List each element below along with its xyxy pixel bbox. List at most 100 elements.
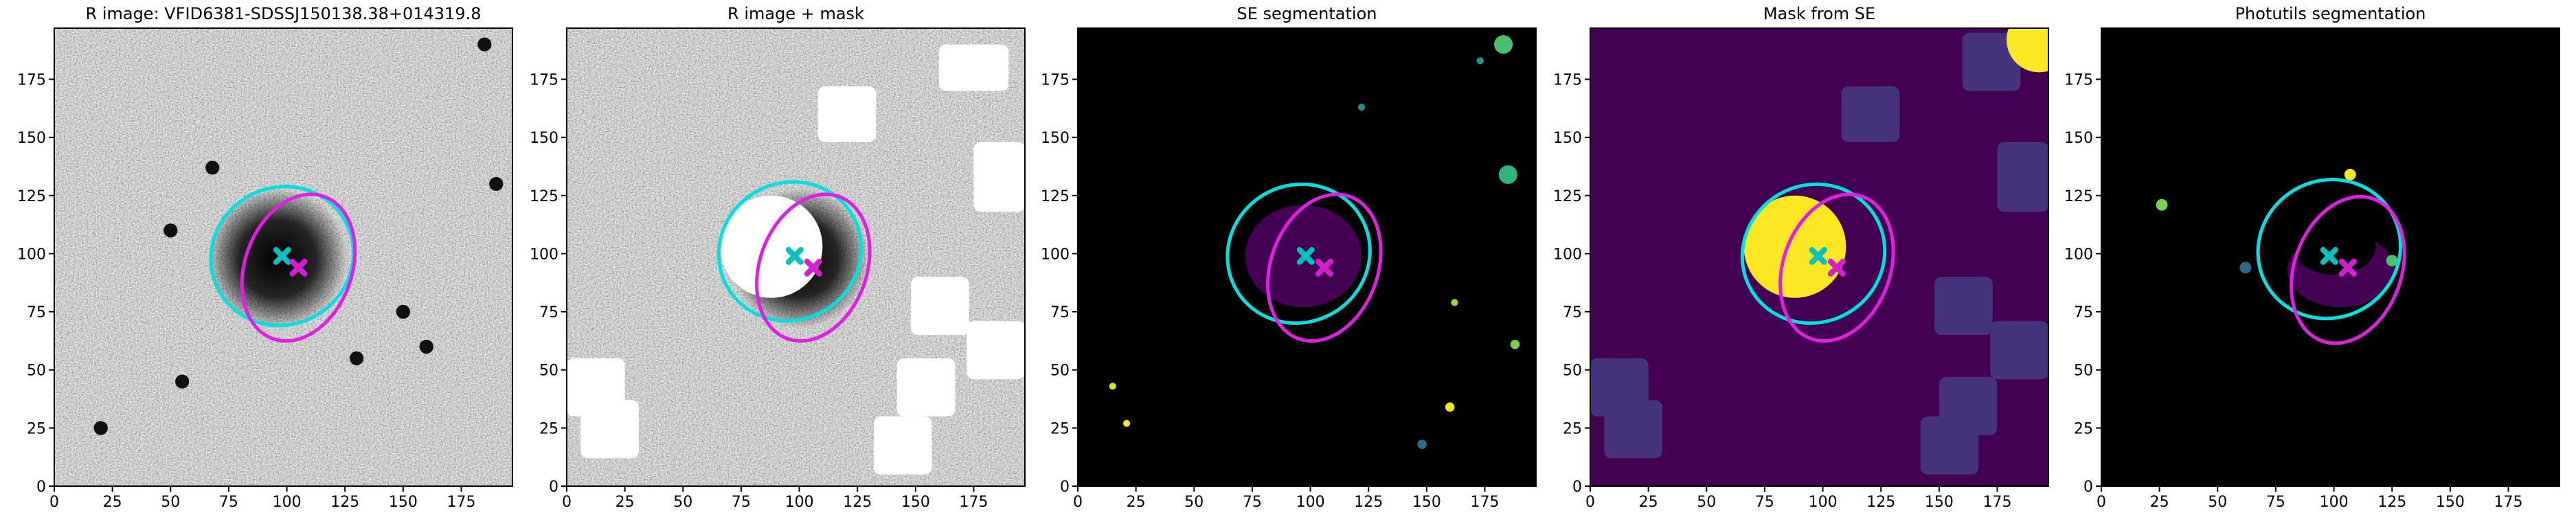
star: [163, 223, 178, 238]
y-tick-label: 75: [539, 304, 558, 321]
x-tick-label: 25: [103, 494, 122, 511]
y-tick-label: 0: [2083, 479, 2093, 496]
x-tick-label: 100: [1296, 494, 1325, 511]
star: [419, 339, 433, 354]
y-tick-label: 175: [1041, 71, 1070, 89]
y-tick-label: 175: [17, 71, 46, 89]
x-tick-label: 125: [843, 494, 872, 511]
y-tick-label: 0: [1572, 479, 1582, 496]
x-tick-label: 50: [673, 494, 692, 511]
y-tick-label: 150: [1553, 130, 1582, 147]
star: [205, 160, 220, 175]
overlay: [209, 185, 357, 343]
axes-frame: [2101, 27, 2560, 487]
overlay: [2256, 177, 2406, 345]
y-tick-label: 0: [1060, 479, 1070, 496]
y-tick-label: 100: [1553, 246, 1582, 263]
panel-title: SE segmentation: [1237, 4, 1377, 23]
y-tick-label: 25: [1050, 420, 1070, 437]
x-tick-label: 75: [732, 494, 751, 511]
y-tick-label: 25: [539, 420, 558, 437]
ellipse: [2290, 194, 2406, 345]
segment: [2386, 255, 2398, 267]
ellipse: [1225, 182, 1372, 325]
y-tick-label: 175: [2064, 71, 2093, 89]
y-tick-label: 75: [27, 304, 46, 321]
segment: [1445, 402, 1455, 412]
x-tick-label: 150: [1412, 494, 1441, 511]
y-tick-label: 75: [1563, 304, 1582, 321]
y-tick-label: 100: [1041, 246, 1070, 263]
marker: [804, 258, 822, 277]
x-tick-label: 125: [1866, 494, 1895, 511]
x-tick-label: 0: [49, 494, 59, 511]
overlay: [1225, 182, 1383, 343]
ellipse: [209, 185, 356, 328]
panel-title: R image: VFID6381-SDSSJ150138.38+014319.…: [86, 4, 482, 23]
y-tick-label: 175: [1553, 71, 1582, 89]
y-tick-label: 75: [1050, 304, 1070, 321]
mask-region: [911, 277, 969, 335]
panel-title: Photutils segmentation: [2235, 4, 2426, 23]
marker: [1809, 247, 1827, 265]
axes-frame: [1590, 27, 2049, 487]
segment: [2239, 262, 2252, 274]
segment: [1498, 165, 1517, 184]
x-tick-label: 175: [1471, 494, 1500, 511]
y-tick-label: 25: [1563, 420, 1582, 437]
mask-region: [1841, 86, 1900, 142]
panel: R image: VFID6381-SDSSJ150138.38+014319.…: [17, 4, 513, 511]
mask-region: [2007, 28, 2048, 73]
segment: [1476, 57, 1484, 65]
x-tick-label: 175: [2494, 494, 2523, 511]
mask-region: [1939, 376, 1998, 435]
image: [1590, 28, 2048, 486]
x-tick-label: 0: [1585, 494, 1595, 511]
ellipse: [1740, 182, 1887, 325]
x-tick-label: 175: [447, 494, 476, 511]
x-tick-label: 0: [2097, 494, 2106, 511]
x-tick-label: 100: [785, 494, 814, 511]
marker: [2338, 258, 2357, 277]
x-tick-label: 75: [2266, 494, 2285, 511]
x-tick-label: 25: [1639, 494, 1658, 511]
mask-region: [938, 44, 1009, 91]
x-tick-label: 25: [615, 494, 635, 511]
y-tick-label: 0: [549, 479, 558, 496]
mask-region: [967, 321, 1025, 380]
image: [2101, 28, 2560, 486]
marker: [2320, 247, 2338, 265]
y-tick-label: 50: [1563, 363, 1582, 380]
marker: [1827, 258, 1846, 277]
mask-region: [580, 400, 639, 459]
overlay: [1740, 182, 1895, 343]
marker: [1315, 258, 1333, 277]
y-tick-label: 0: [36, 479, 46, 496]
mask-region: [1962, 32, 2021, 91]
x-tick-label: 75: [1243, 494, 1262, 511]
y-tick-label: 150: [530, 130, 558, 147]
y-tick-label: 50: [2074, 363, 2093, 380]
mask-region: [1743, 195, 1846, 298]
x-tick-label: 150: [389, 494, 418, 511]
x-tick-label: 50: [2208, 494, 2227, 511]
star: [175, 374, 190, 389]
y-tick-label: 100: [530, 246, 558, 263]
ellipse: [716, 180, 863, 323]
y-tick-label: 25: [2074, 420, 2093, 437]
x-tick-label: 100: [1809, 494, 1838, 511]
segment: [2292, 218, 2376, 275]
x-tick-label: 50: [1697, 494, 1716, 511]
mask-region: [1934, 277, 1993, 335]
mask-region: [720, 195, 823, 298]
mask-region: [973, 141, 1025, 212]
mask-region: [1604, 400, 1662, 459]
x-tick-label: 75: [219, 494, 238, 511]
x-tick-label: 125: [2377, 494, 2406, 511]
panel: Photutils segmentation 0 25 50 75 100 125 150 17…: [2064, 4, 2560, 511]
panel-title: Mask from SE: [1763, 4, 1875, 23]
x-tick-label: 175: [1983, 494, 2012, 511]
x-tick-label: 150: [1925, 494, 1954, 511]
ellipse: [1778, 192, 1895, 343]
